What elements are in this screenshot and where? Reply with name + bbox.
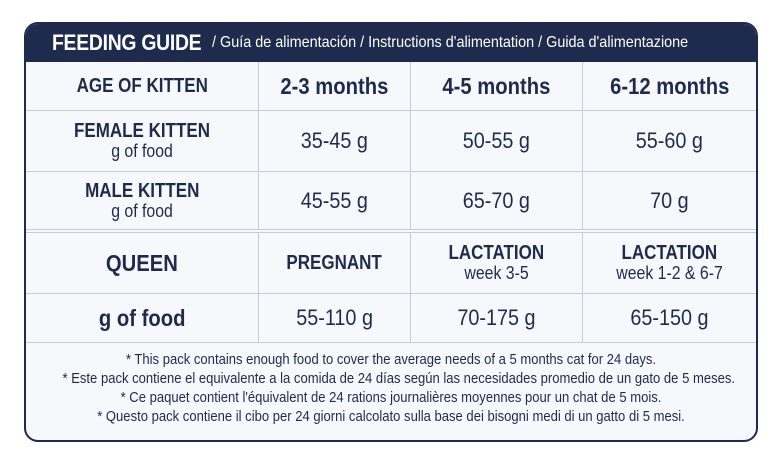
table-cell: 70-175 g [410, 294, 582, 342]
female-kitten-sublabel: g of food [111, 141, 173, 162]
header-label: 4-5 months [442, 72, 551, 99]
cell-value: 45-55 g [300, 187, 369, 213]
table-cell: 55-60 g [582, 111, 756, 171]
row-label: MALE KITTEN g of food [26, 172, 258, 229]
cell-value: 50-55 g [462, 128, 531, 154]
table-row-queen-food: g of food 55-110 g 70-175 g 65-150 g [26, 294, 756, 343]
cell-value: 65-150 g [630, 305, 709, 331]
table-cell: 65-70 g [410, 172, 582, 229]
stage-lactation-1-2-6-7: LACTATION week 1-2 & 6-7 [582, 233, 756, 293]
footnote-it: * Questo pack contiene il cibo per 24 gi… [97, 409, 685, 425]
feeding-guide-header: FEEDING GUIDE / Guía de alimentación / I… [26, 24, 756, 62]
header-label: 2-3 months [280, 72, 389, 99]
table-row-male-kitten: MALE KITTEN g of food 45-55 g 65-70 g 70… [26, 172, 756, 233]
age-of-kitten-header: AGE OF KITTEN [26, 62, 258, 110]
age-4-5-header: 4-5 months [410, 62, 582, 110]
male-kitten-sublabel: g of food [111, 200, 173, 221]
stage-pregnant: PREGNANT [258, 233, 410, 293]
footnote-es: * Este pack contiene el equivalente a la… [62, 371, 736, 387]
stage-title: LACTATION [621, 242, 718, 265]
stage-lactation-3-5: LACTATION week 3-5 [410, 233, 582, 293]
stage-detail: week 3-5 [464, 263, 529, 284]
age-6-12-header: 6-12 months [582, 62, 756, 110]
age-2-3-header: 2-3 months [258, 62, 410, 110]
cell-value: 70-175 g [457, 305, 536, 331]
footnote-en: * This pack contains enough food to cove… [125, 352, 657, 368]
table-cell: 45-55 g [258, 172, 410, 229]
table-cell: 70 g [582, 172, 756, 229]
table-header-row: AGE OF KITTEN 2-3 months 4-5 months 6-12… [26, 62, 756, 111]
cell-value: 65-70 g [462, 187, 531, 213]
feeding-table: AGE OF KITTEN 2-3 months 4-5 months 6-12… [26, 62, 756, 343]
stage-title: PREGNANT [286, 251, 383, 274]
table-cell: 50-55 g [410, 111, 582, 171]
cell-value: 55-110 g [296, 305, 373, 331]
header-label: AGE OF KITTEN [76, 74, 208, 97]
queen-label: QUEEN [106, 249, 178, 276]
table-cell: 55-110 g [258, 294, 410, 342]
table-row-queen: QUEEN PREGNANT LACTATION week 3-5 LACTAT… [26, 233, 756, 294]
footnotes: * This pack contains enough food to cove… [26, 343, 756, 427]
footnote-fr: * Ce paquet contient l'équivalent de 24 … [120, 390, 662, 406]
table-cell: 65-150 g [582, 294, 756, 342]
feeding-guide-subtitle: / Guía de alimentación / Instructions d'… [211, 34, 688, 51]
stage-detail: week 1-2 & 6-7 [616, 263, 723, 284]
stage-title: LACTATION [448, 242, 545, 265]
male-kitten-label: MALE KITTEN [84, 179, 200, 202]
table-cell: 35-45 g [258, 111, 410, 171]
row-label: QUEEN [26, 233, 258, 293]
row-label: FEMALE KITTEN g of food [26, 111, 258, 171]
header-label: 6-12 months [609, 72, 730, 99]
cell-value: 70 g [650, 187, 689, 213]
cell-value: 35-45 g [300, 128, 369, 154]
feeding-guide-card: FEEDING GUIDE / Guía de alimentación / I… [24, 22, 758, 442]
feeding-guide-title: FEEDING GUIDE [52, 30, 202, 55]
food-label: g of food [98, 304, 186, 331]
cell-value: 55-60 g [635, 128, 704, 154]
table-row-female-kitten: FEMALE KITTEN g of food 35-45 g 50-55 g … [26, 111, 756, 172]
row-label: g of food [26, 294, 258, 342]
female-kitten-label: FEMALE KITTEN [74, 120, 210, 143]
